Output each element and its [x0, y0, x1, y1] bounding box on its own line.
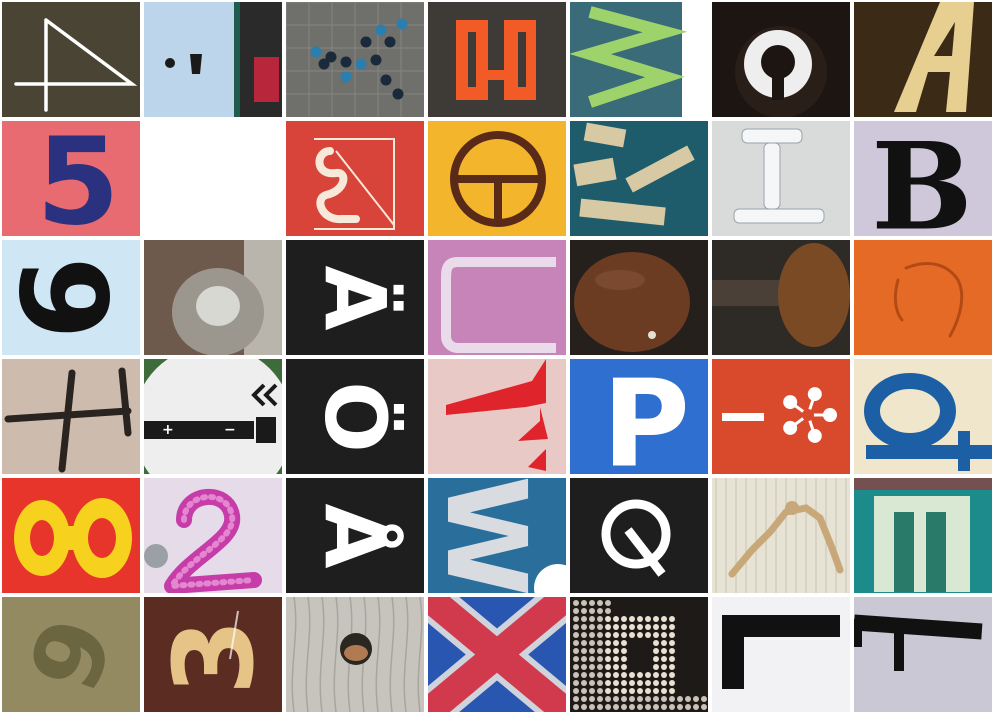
photo-tile-r4c3: Ö	[286, 359, 424, 474]
tile-art	[864, 373, 992, 471]
tile-art: Ä	[306, 265, 404, 330]
tile-art	[456, 20, 536, 100]
tile-art	[428, 240, 566, 355]
photo-tile-r1c2	[144, 2, 282, 117]
photo-tile-r1c1	[2, 2, 140, 117]
tile-art	[712, 597, 850, 712]
tile-art	[722, 387, 837, 443]
tile-glyph: 3	[150, 619, 278, 696]
photo-tile-r1c4	[428, 2, 566, 117]
photo-tile-r1c5	[570, 2, 708, 117]
photo-tile-r2c2	[144, 121, 282, 236]
tile-art	[893, 262, 964, 338]
tile-art	[894, 2, 974, 112]
tile-glyph: Ö	[306, 381, 404, 452]
tile-art: 5	[2, 121, 140, 236]
tile-art	[733, 128, 825, 224]
photo-tile-r2c5	[570, 121, 708, 236]
tile-art	[573, 122, 695, 226]
photo-tile-r3c4	[428, 240, 566, 355]
photo-tile-r3c3: Ä	[286, 240, 424, 355]
tile-art: Ö	[306, 381, 404, 452]
tile-art	[165, 2, 282, 117]
photo-tile-r6c4	[428, 597, 566, 712]
tile-art	[14, 498, 132, 578]
photo-tile-r2c1: 5	[2, 121, 140, 236]
photo-tile-r1c3	[286, 2, 424, 117]
photo-tile-r1c7	[854, 2, 992, 117]
tile-glyph: 5	[36, 121, 120, 236]
photo-tile-r3c5	[570, 240, 708, 355]
tile-art	[144, 240, 282, 355]
photo-tile-r6c1: 9	[2, 597, 140, 712]
photo-tile-r3c1: 6	[2, 240, 140, 355]
photo-tile-r5c3: Å	[286, 478, 424, 593]
tile-art	[574, 252, 690, 352]
photo-tile-r2c4	[428, 121, 566, 236]
photo-tile-r5c7	[854, 478, 992, 593]
photo-tile-r3c6	[712, 240, 850, 355]
tile-art: B	[871, 121, 972, 236]
photo-tile-r5c2	[144, 478, 282, 593]
photo-tile-r6c5	[570, 597, 708, 712]
tile-art: W	[428, 478, 566, 593]
photo-tile-r5c5	[570, 478, 708, 593]
tile-art	[735, 26, 827, 117]
tile-art	[446, 359, 548, 471]
tile-glyph: Ä	[306, 265, 404, 330]
photo-tile-r2c3	[286, 121, 424, 236]
tile-art	[428, 597, 566, 712]
tile-art: 3	[150, 610, 278, 696]
photo-tile-r1c6	[712, 2, 850, 117]
photo-tile-r4c2: + −	[144, 359, 282, 474]
tile-art: + −	[144, 359, 282, 474]
photo-tile-r2c6	[712, 121, 850, 236]
photo-tile-r4c1	[2, 359, 140, 474]
photo-tile-r5c1	[2, 478, 140, 593]
tile-art	[144, 488, 262, 593]
photo-tile-r4c6	[712, 359, 850, 474]
photo-tile-r5c6	[712, 478, 850, 593]
tile-art	[314, 138, 395, 230]
tile-art	[573, 600, 707, 710]
photo-tile-r6c6	[712, 597, 850, 712]
photo-tile-r6c3	[286, 597, 424, 712]
svg-text:−: −	[224, 422, 236, 438]
tile-art	[601, 499, 671, 577]
photo-tile-r6c7	[854, 597, 992, 712]
photo-tile-r3c7	[854, 240, 992, 355]
tile-art: 9	[8, 604, 136, 705]
photo-tile-r5c4: W	[428, 478, 566, 593]
svg-text:+: +	[162, 422, 174, 438]
photo-tile-r4c7	[854, 359, 992, 474]
photo-tile-r4c5: P	[570, 359, 708, 474]
tile-art	[712, 243, 850, 347]
tile-art	[450, 131, 546, 227]
tile-art	[14, 18, 138, 112]
tile-art	[854, 614, 983, 671]
tile-art	[715, 478, 847, 593]
photo-tile-r2c7: B	[854, 121, 992, 236]
photo-tile-r4c4	[428, 359, 566, 474]
tile-art: Å	[306, 503, 404, 568]
tile-art	[286, 2, 424, 117]
photo-tile-r3c2	[144, 240, 282, 355]
tile-art	[854, 478, 992, 593]
tile-art	[291, 597, 423, 712]
tile-art	[570, 2, 708, 117]
tile-glyph: Å	[306, 503, 404, 568]
tile-art	[4, 367, 132, 473]
tile-glyph: W	[428, 478, 550, 593]
tile-art: P	[570, 359, 708, 474]
tile-art: 6	[2, 240, 140, 355]
tile-glyph: B	[871, 121, 972, 236]
tile-art	[144, 121, 282, 236]
tile-glyph: 9	[8, 604, 136, 705]
photo-tile-r6c2: 3	[144, 597, 282, 712]
tile-glyph: 6	[2, 256, 138, 340]
tile-glyph: P	[602, 359, 690, 474]
